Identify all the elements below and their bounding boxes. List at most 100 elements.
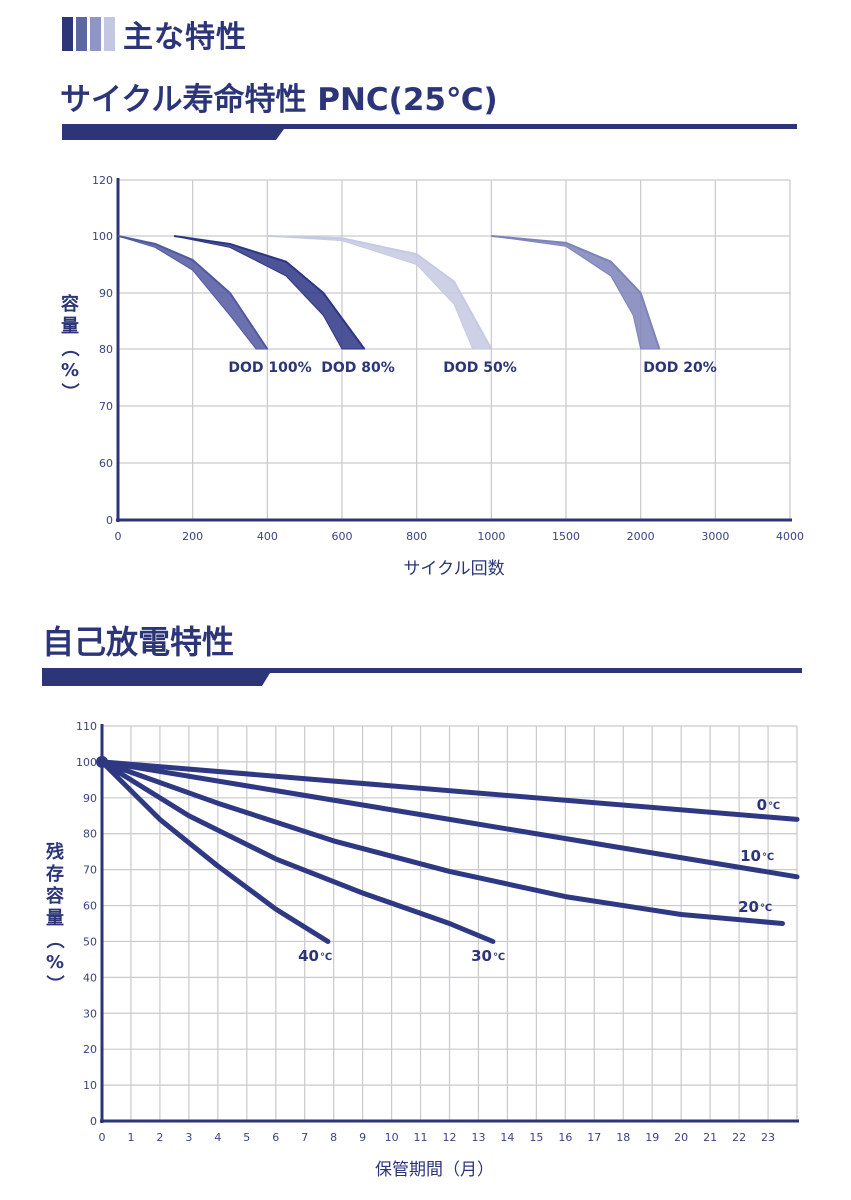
self-x-tick-label: 1 bbox=[127, 1131, 134, 1144]
self-y-tick-label: 100 bbox=[76, 756, 97, 769]
self-x-tick-label: 10 bbox=[385, 1131, 399, 1144]
self-x-tick-label: 23 bbox=[761, 1131, 775, 1144]
self-y-tick-label: 60 bbox=[83, 900, 97, 913]
svg-text:存: 存 bbox=[46, 863, 64, 885]
self-x-tick-label: 4 bbox=[214, 1131, 221, 1144]
self-series-label-value: 40 bbox=[298, 947, 319, 965]
self-series-line bbox=[99, 759, 785, 926]
self-series-label: 10 ℃ bbox=[740, 847, 774, 865]
header-bar-3 bbox=[90, 17, 101, 51]
self-x-tick-label: 22 bbox=[732, 1131, 746, 1144]
header-decoration-bars bbox=[62, 17, 115, 51]
self-discharge-title-rule bbox=[42, 668, 802, 686]
self-series-label-unit: ℃ bbox=[768, 801, 780, 812]
header-bar-1 bbox=[62, 17, 73, 51]
self-x-tick-label: 19 bbox=[645, 1131, 659, 1144]
main-heading: 主な特性 bbox=[123, 20, 247, 55]
cycle-x-tick-label: 4000 bbox=[776, 530, 804, 543]
cycle-y-tick-label: 60 bbox=[99, 457, 113, 470]
self-y-tick-label: 20 bbox=[83, 1043, 97, 1056]
cycle-grid bbox=[118, 179, 791, 521]
cycle-life-title-rule bbox=[62, 124, 797, 140]
self-series-label-unit: ℃ bbox=[760, 903, 772, 914]
page-header: 主な特性 bbox=[62, 14, 247, 55]
cycle-x-tick-label: 400 bbox=[257, 530, 278, 543]
self-discharge-title: 自己放電特性 bbox=[42, 623, 235, 661]
self-y-tick-label: 110 bbox=[76, 720, 97, 733]
cycle-y-tick-label: 90 bbox=[99, 287, 113, 300]
cycle-x-tick-label: 3000 bbox=[701, 530, 729, 543]
self-series-label-value: 0 bbox=[757, 796, 767, 814]
cycle-series-label: DOD 20% bbox=[643, 360, 717, 376]
self-x-tick-label: 17 bbox=[587, 1131, 601, 1144]
cycle-x-tick-label: 1000 bbox=[477, 530, 505, 543]
svg-text:（: （ bbox=[59, 339, 80, 357]
svg-text:）: ） bbox=[59, 383, 80, 401]
self-series-label-value: 10 bbox=[740, 847, 761, 865]
self-y-tick-label: 50 bbox=[83, 935, 97, 948]
self-x-tick-label: 11 bbox=[414, 1131, 428, 1144]
cycle-x-tick-label: 2000 bbox=[627, 530, 655, 543]
self-series-line bbox=[99, 759, 800, 822]
cycle-y-tick-label: 70 bbox=[99, 400, 113, 413]
self-x-tick-label: 18 bbox=[616, 1131, 630, 1144]
header-bar-2 bbox=[76, 17, 87, 51]
self-series-line bbox=[99, 759, 800, 880]
self-x-tick-label: 21 bbox=[703, 1131, 717, 1144]
cycle-x-tick-label: 600 bbox=[332, 530, 353, 543]
cycle-x-tick-label: 1500 bbox=[552, 530, 580, 543]
self-x-tick-label: 13 bbox=[471, 1131, 485, 1144]
self-x-tick-label: 3 bbox=[185, 1131, 192, 1144]
svg-text:%: % bbox=[61, 360, 79, 381]
self-y-tick-label: 70 bbox=[83, 864, 97, 877]
cycle-life-title: サイクル寿命特性 PNC(25℃) bbox=[60, 82, 498, 118]
self-x-tick-label: 14 bbox=[500, 1131, 514, 1144]
self-x-tick-label: 12 bbox=[443, 1131, 457, 1144]
self-x-tick-label: 2 bbox=[156, 1131, 163, 1144]
cycle-x-axis-label: サイクル回数 bbox=[403, 559, 504, 579]
self-x-tick-label: 15 bbox=[529, 1131, 543, 1144]
svg-text:容: 容 bbox=[61, 293, 79, 315]
cycle-series-label: DOD 100% bbox=[228, 360, 311, 376]
cycle-series-line bbox=[117, 235, 269, 350]
self-series-label-unit: ℃ bbox=[320, 952, 332, 963]
cycle-series-label: DOD 80% bbox=[321, 360, 395, 376]
self-y-tick-label: 90 bbox=[83, 792, 97, 805]
svg-text:量: 量 bbox=[46, 907, 64, 929]
self-y-tick-label: 0 bbox=[90, 1115, 97, 1128]
cycle-y-tick-label: 100 bbox=[92, 230, 113, 243]
self-series-label-unit: ℃ bbox=[762, 852, 774, 863]
cycle-y-tick-label: 120 bbox=[92, 174, 113, 187]
cycle-x-tick-label: 0 bbox=[115, 530, 122, 543]
header-bar-4 bbox=[104, 17, 115, 51]
self-x-axis-label: 保管期間（月） bbox=[375, 1160, 494, 1180]
cycle-series-label: DOD 50% bbox=[443, 360, 517, 376]
cycle-y-tick-label: 0 bbox=[106, 514, 113, 527]
cycle-life-chart: 0 200 400 600 800 1000 1500 2000 3000 4000 0 60 70 80… bbox=[59, 174, 804, 579]
svg-text:（: （ bbox=[44, 931, 65, 949]
self-series-label: 20 ℃ bbox=[738, 898, 772, 916]
self-y-tick-label: 30 bbox=[83, 1007, 97, 1020]
svg-text:容: 容 bbox=[46, 885, 64, 907]
self-series-label: 40 ℃ bbox=[298, 947, 332, 965]
self-series-line bbox=[99, 759, 496, 944]
self-series-line bbox=[99, 759, 331, 944]
self-x-tick-label: 9 bbox=[359, 1131, 366, 1144]
self-x-tick-label: 20 bbox=[674, 1131, 688, 1144]
cycle-x-tick-label: 800 bbox=[406, 530, 427, 543]
self-discharge-chart: 0 1 2 3 4 5 6 7 8 9 10 11 12 13 14 15 16 17 18 19 20 21 22 2301… bbox=[44, 720, 800, 1180]
svg-text:量: 量 bbox=[61, 315, 79, 337]
self-y-tick-label: 40 bbox=[83, 971, 97, 984]
self-x-tick-label: 6 bbox=[272, 1131, 279, 1144]
self-series-label: 0 ℃ bbox=[757, 796, 781, 814]
self-series-label: 30 ℃ bbox=[471, 947, 505, 965]
svg-text:）: ） bbox=[44, 975, 65, 993]
cycle-series-line bbox=[267, 235, 493, 350]
cycle-y-axis-label: 容量 （% ） bbox=[59, 293, 80, 401]
self-series-label-value: 20 bbox=[738, 898, 759, 916]
cycle-series-line bbox=[173, 235, 366, 350]
svg-text:残: 残 bbox=[46, 841, 64, 863]
self-x-tick-label: 16 bbox=[558, 1131, 572, 1144]
svg-text:%: % bbox=[46, 952, 64, 973]
